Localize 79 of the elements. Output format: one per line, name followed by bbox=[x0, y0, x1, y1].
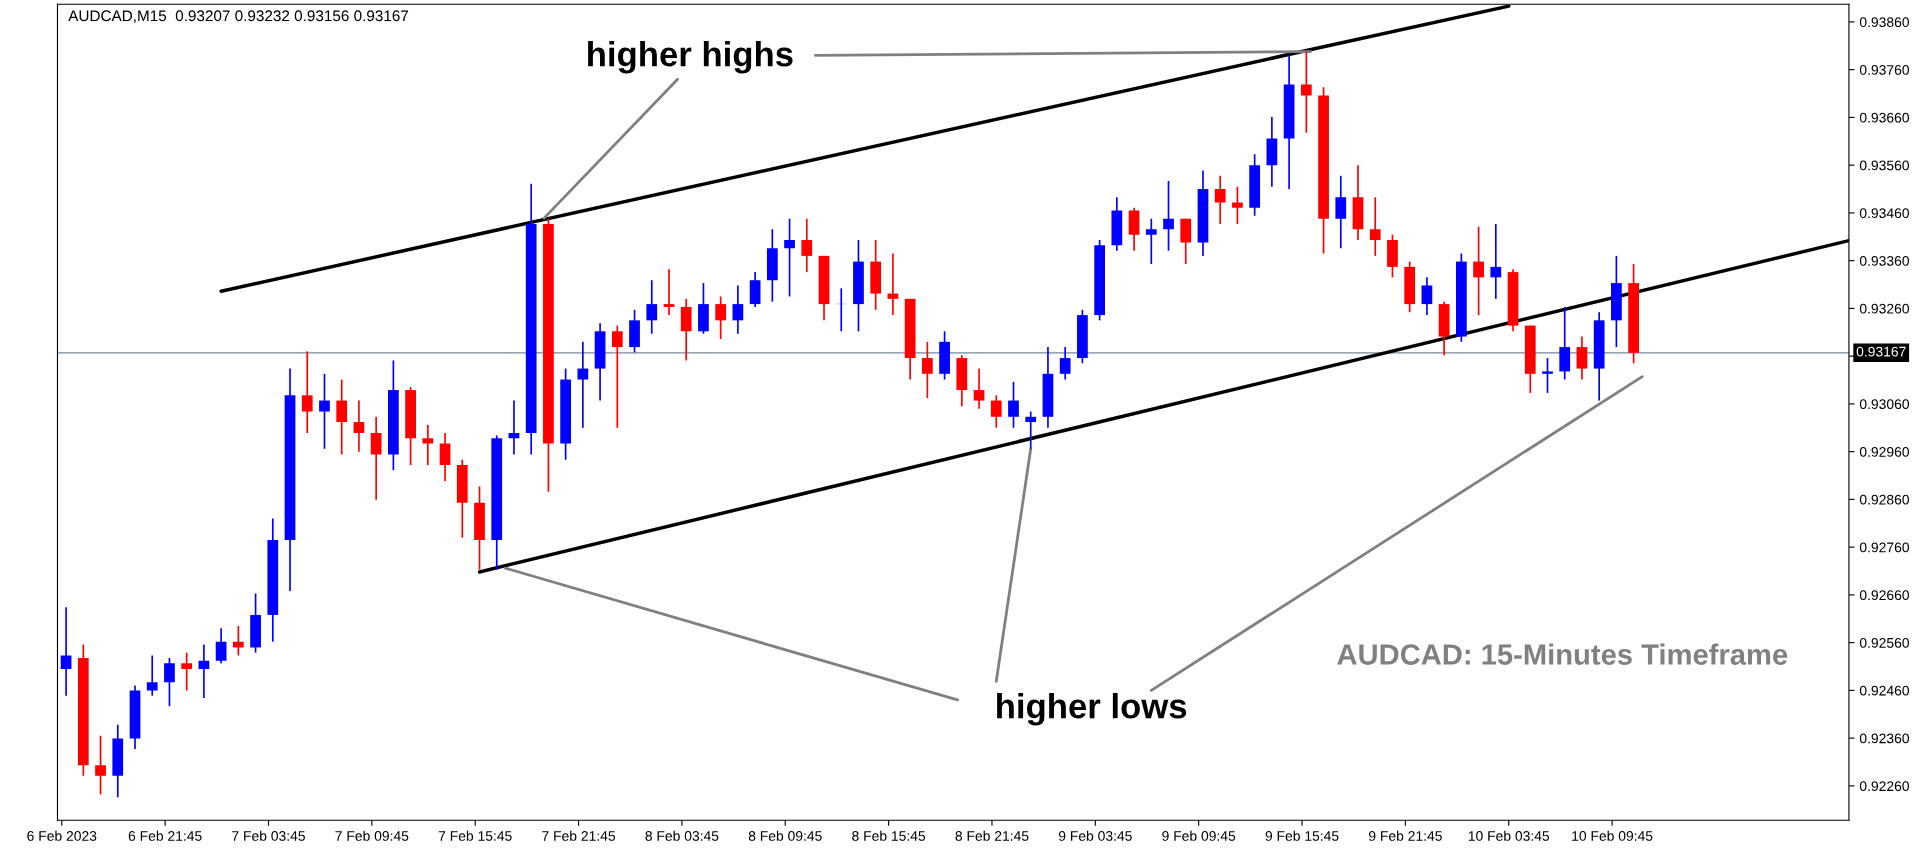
y-tick-label: 0.92960 bbox=[1859, 446, 1910, 457]
x-tick-label: 8 Feb 09:45 bbox=[748, 830, 822, 841]
candlestick bbox=[784, 217, 795, 298]
candlestick bbox=[1214, 174, 1226, 225]
y-tick-label: 0.93660 bbox=[1859, 112, 1910, 123]
x-tick-label: 7 Feb 09:45 bbox=[335, 830, 409, 841]
chart-title: AUDCAD,M15 0.93207 0.93232 0.93156 0.93167 bbox=[68, 10, 409, 23]
y-tick-label: 0.93460 bbox=[1859, 208, 1910, 219]
candlestick bbox=[732, 284, 744, 335]
x-tick-label: 6 Feb 21:45 bbox=[128, 830, 202, 841]
candlestick bbox=[1335, 174, 1347, 250]
x-tick-label: 7 Feb 21:45 bbox=[542, 830, 616, 841]
candlestick bbox=[301, 350, 313, 434]
candlestick bbox=[801, 217, 813, 273]
candlestick bbox=[1145, 217, 1157, 265]
annotation: AUDCAD: 15-Minutes Timeframe bbox=[1337, 643, 1788, 665]
candlestick bbox=[749, 271, 761, 308]
annotation: higher highs bbox=[588, 41, 793, 74]
y-tick-label: 0.93060 bbox=[1859, 399, 1910, 410]
candlestick bbox=[1232, 185, 1243, 225]
candlestick bbox=[198, 643, 210, 699]
x-tick-label: 9 Feb 03:45 bbox=[1058, 830, 1132, 841]
candlestick bbox=[973, 367, 985, 410]
x-tick-label: 9 Feb 09:45 bbox=[1162, 830, 1236, 841]
x-tick-label: 8 Feb 21:45 bbox=[955, 830, 1029, 841]
x-tick-label: 7 Feb 03:45 bbox=[232, 830, 305, 841]
y-tick-label: 0.92560 bbox=[1859, 637, 1910, 648]
x-tick-label: 7 Feb 15:45 bbox=[438, 830, 512, 841]
candlestick bbox=[370, 415, 382, 501]
candlestick bbox=[1163, 180, 1174, 252]
y-tick-label: 0.92260 bbox=[1859, 781, 1910, 792]
candlestick bbox=[577, 340, 589, 429]
candlestick bbox=[1300, 50, 1312, 134]
candlestick bbox=[1576, 335, 1588, 381]
candlestick bbox=[95, 734, 106, 796]
candlestick bbox=[1542, 357, 1553, 394]
ref-line-label: 0.93167 bbox=[1856, 346, 1906, 357]
x-tick-label: 6 Feb 2023 bbox=[27, 830, 97, 841]
candlestick bbox=[336, 378, 348, 456]
y-tick-label: 0.93760 bbox=[1859, 65, 1910, 75]
candlestick bbox=[1008, 381, 1019, 429]
x-tick-label: 10 Feb 03:45 bbox=[1468, 830, 1550, 841]
candlestick bbox=[611, 324, 623, 429]
candlestick bbox=[353, 399, 365, 453]
candlestick bbox=[990, 394, 1002, 429]
y-tick-label: 0.92460 bbox=[1859, 685, 1910, 696]
annotation: higher lows bbox=[997, 693, 1187, 726]
candlestick bbox=[319, 372, 330, 450]
y-tick-label: 0.92660 bbox=[1859, 590, 1910, 601]
candlestick bbox=[60, 606, 72, 697]
y-tick-label: 0.92360 bbox=[1859, 733, 1910, 744]
x-tick-label: 9 Feb 21:45 bbox=[1368, 830, 1442, 841]
candlestick bbox=[146, 654, 158, 697]
candlestick bbox=[1180, 217, 1192, 265]
x-tick-label: 8 Feb 15:45 bbox=[852, 830, 926, 841]
candlestick bbox=[922, 340, 933, 399]
candlestick bbox=[422, 424, 434, 466]
candlestick bbox=[1421, 276, 1433, 316]
y-tick-label: 0.93360 bbox=[1859, 255, 1910, 266]
y-tick-label: 0.92860 bbox=[1859, 494, 1910, 505]
candlestick bbox=[215, 627, 227, 664]
candlestick bbox=[1473, 225, 1484, 316]
candlestick bbox=[715, 295, 727, 340]
y-tick-label: 0.93260 bbox=[1859, 303, 1910, 314]
candlestick bbox=[1369, 196, 1381, 257]
candlestick bbox=[1490, 223, 1502, 300]
x-tick-label: 9 Feb 15:45 bbox=[1265, 830, 1339, 841]
x-tick-label: 10 Feb 09:45 bbox=[1572, 830, 1653, 841]
candlestick bbox=[663, 268, 675, 316]
candlestick bbox=[164, 657, 175, 707]
candlestick bbox=[646, 279, 658, 335]
candlestick bbox=[1059, 346, 1071, 381]
y-tick-label: 0.92760 bbox=[1859, 542, 1910, 553]
y-tick-label: 0.93860 bbox=[1859, 17, 1910, 28]
y-tick-label: 0.93560 bbox=[1859, 160, 1910, 171]
x-tick-label: 8 Feb 03:45 bbox=[645, 830, 719, 841]
candlestick bbox=[1025, 410, 1037, 450]
candlestick bbox=[181, 651, 193, 692]
candlestick bbox=[439, 432, 451, 483]
